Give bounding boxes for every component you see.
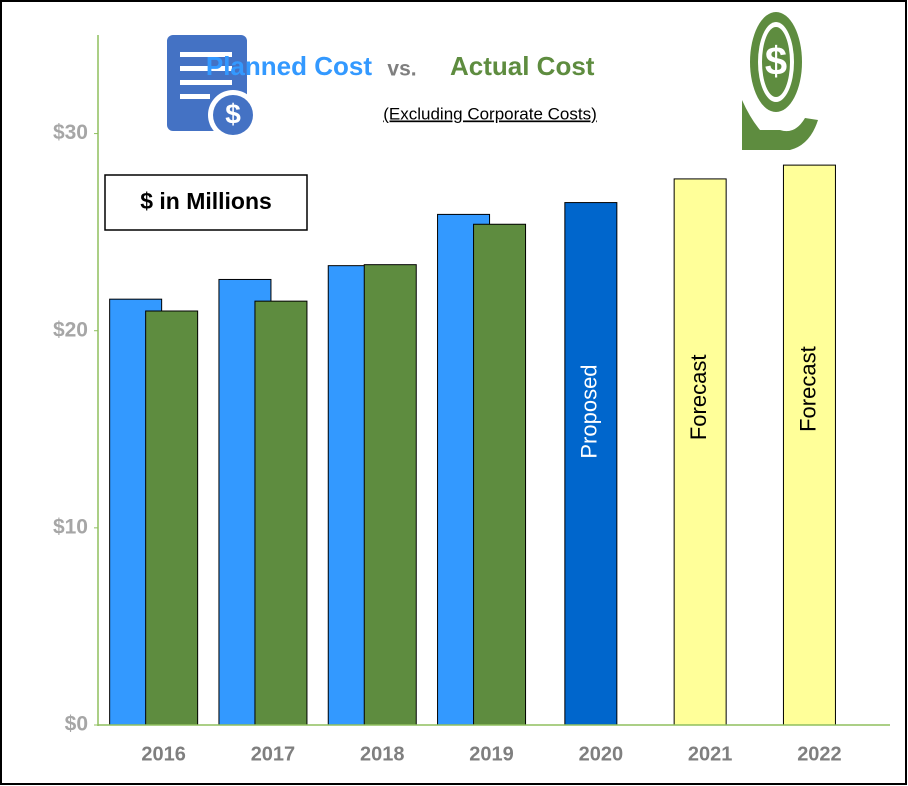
x-tick-label: 2022	[797, 743, 842, 765]
title-planned: Planned Cost	[206, 51, 372, 81]
bar	[473, 223, 527, 726]
bar-label: Proposed	[577, 364, 602, 458]
svg-text:$: $	[225, 98, 241, 129]
bar	[564, 202, 618, 726]
annotation-box	[104, 174, 308, 231]
document-icon: $	[167, 35, 258, 140]
x-tick-label: 2019	[469, 743, 514, 765]
bar	[673, 178, 727, 726]
x-tick-label: 2021	[688, 743, 733, 765]
title-actual: Actual Cost	[450, 51, 595, 81]
annotation: $ in Millions	[140, 188, 272, 214]
x-tick-label: 2017	[251, 743, 296, 765]
bar-label: Forecast	[686, 355, 711, 441]
hand-coin-icon: $	[742, 12, 818, 150]
bar	[782, 164, 836, 726]
x-tick-label: 2020	[579, 743, 624, 765]
bar	[145, 310, 199, 726]
bar-label: Forecast	[795, 346, 820, 432]
y-tick-label: $0	[65, 713, 88, 736]
bar	[363, 264, 417, 726]
plot: $0 $10 $20 $30 2016 2017 2018 2019 2020 Proposed 2…	[53, 121, 842, 765]
y-tick-label: $30	[53, 121, 88, 144]
subtitle: (Excluding Corporate Costs)	[383, 104, 597, 123]
x-tick-label: 2016	[141, 743, 186, 765]
bar	[254, 300, 308, 726]
title-join: vs.	[387, 58, 416, 81]
y-tick-label: $10	[53, 515, 88, 538]
y-tick-label: $20	[53, 318, 88, 341]
x-tick-label: 2018	[360, 743, 405, 765]
svg-text:$: $	[765, 40, 787, 84]
